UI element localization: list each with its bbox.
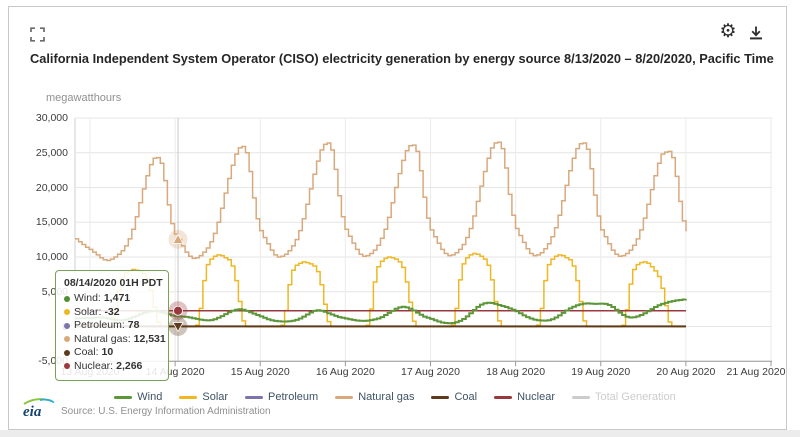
series-line-natural-gas[interactable]: [75, 141, 687, 262]
legend-label: Coal: [454, 391, 478, 403]
legend-swatch: [245, 395, 264, 399]
y-tick-label: 25,000: [35, 146, 68, 159]
y-tick-label: 10,000: [35, 251, 68, 263]
tooltip-series-label: Coal:: [74, 346, 99, 358]
tooltip-series-dot: [64, 295, 70, 302]
tooltip-series-dot: [64, 363, 70, 370]
tooltip-series-value: 2,266: [116, 359, 143, 372]
legend-item-wind[interactable]: Wind: [114, 391, 162, 403]
tooltip-series-label: Petroleum:: [74, 319, 125, 331]
tooltip-row: Wind: 1,471: [64, 292, 160, 306]
legend-swatch: [571, 395, 590, 399]
legend-swatch: [114, 395, 133, 399]
tooltip-row: Solar: -32: [64, 306, 160, 320]
tooltip-series-dot: [64, 309, 70, 316]
source-attribution: Source: U.S. Energy Information Administ…: [61, 406, 271, 417]
legend-swatch: [179, 395, 198, 399]
x-tick-label: 18 Aug 2020: [486, 366, 546, 378]
eia-logo-text: eia: [23, 404, 42, 420]
tooltip-series-label: Natural gas:: [74, 332, 131, 345]
y-tick-label: 20,000: [35, 181, 68, 194]
download-icon[interactable]: [748, 25, 764, 41]
tooltip-series-value: -32: [104, 305, 120, 318]
tooltip-row: Petroleum: 78: [64, 319, 160, 333]
tooltip-series-dot: [64, 336, 70, 343]
hover-marker-triangle-down: [172, 322, 184, 333]
hover-marker-triangle: [172, 233, 184, 244]
gear-icon[interactable]: ⚙: [719, 21, 737, 42]
y-axis-unit-label: megawatthours: [46, 92, 122, 104]
legend-swatch: [431, 395, 450, 399]
tooltip-series-dot: [64, 322, 70, 329]
tooltip-series-value: 1,471: [103, 292, 131, 304]
chart-tooltip: 08/14/2020 01H PDT Wind: 1,471 Solar: -32 Pe…: [55, 270, 169, 381]
legend-item-solar[interactable]: Solar: [179, 391, 228, 403]
tooltip-row: Nuclear: 2,266: [64, 360, 160, 374]
legend-swatch: [494, 395, 513, 399]
tooltip-series-value: 78: [127, 319, 140, 331]
legend-label: Petroleum: [268, 391, 319, 403]
y-tick-label: 30,000: [35, 112, 68, 124]
eia-logo[interactable]: eia: [20, 395, 60, 426]
legend-swatch: [335, 395, 354, 399]
hover-marker-circle: [173, 305, 183, 316]
legend-label: Solar: [202, 391, 229, 403]
y-tick-label: 15,000: [35, 216, 68, 229]
chart-title: California Independent System Operator (…: [30, 51, 774, 66]
page-background-strip: [0, 430, 800, 437]
x-tick-label: 19 Aug 2020: [571, 366, 631, 378]
tooltip-series-label: Solar:: [74, 305, 102, 318]
tooltip-series-value: 10: [101, 346, 114, 358]
tooltip-series-label: Nuclear:: [74, 359, 114, 372]
legend-label: Nuclear: [517, 391, 555, 403]
x-tick-label: 20 Aug 2020: [656, 366, 716, 378]
legend-label: Natural gas: [358, 391, 415, 403]
tooltip-series-value: 12,531: [133, 332, 166, 345]
legend-item-nuclear[interactable]: Nuclear: [494, 391, 555, 403]
tooltip-row: Coal: 10: [64, 346, 160, 360]
legend-item-total-generation[interactable]: Total Generation: [571, 391, 676, 403]
legend-label: Total Generation: [594, 391, 676, 403]
tooltip-row: Natural gas: 12,531: [64, 332, 166, 347]
legend-item-natural-gas[interactable]: Natural gas: [335, 391, 414, 403]
fullscreen-icon[interactable]: [30, 27, 45, 42]
legend-label: Wind: [137, 391, 163, 403]
x-tick-label: 17 Aug 2020: [401, 366, 460, 378]
legend-item-coal[interactable]: Coal: [431, 391, 477, 403]
legend-item-petroleum[interactable]: Petroleum: [245, 391, 318, 403]
x-tick-label: 21 Aug 2020: [726, 366, 786, 378]
tooltip-series-dot: [64, 349, 70, 356]
chart-legend: Wind Solar Petroleum Natural gas Coal Nuclear…: [0, 391, 790, 403]
series-line-wind[interactable]: [75, 298, 687, 325]
x-tick-label: 15 Aug 2020: [230, 366, 290, 378]
tooltip-date: 08/14/2020 01H PDT: [64, 277, 163, 289]
x-tick-label: 16 Aug 2020: [315, 366, 375, 378]
tooltip-series-label: Wind:: [74, 292, 101, 304]
